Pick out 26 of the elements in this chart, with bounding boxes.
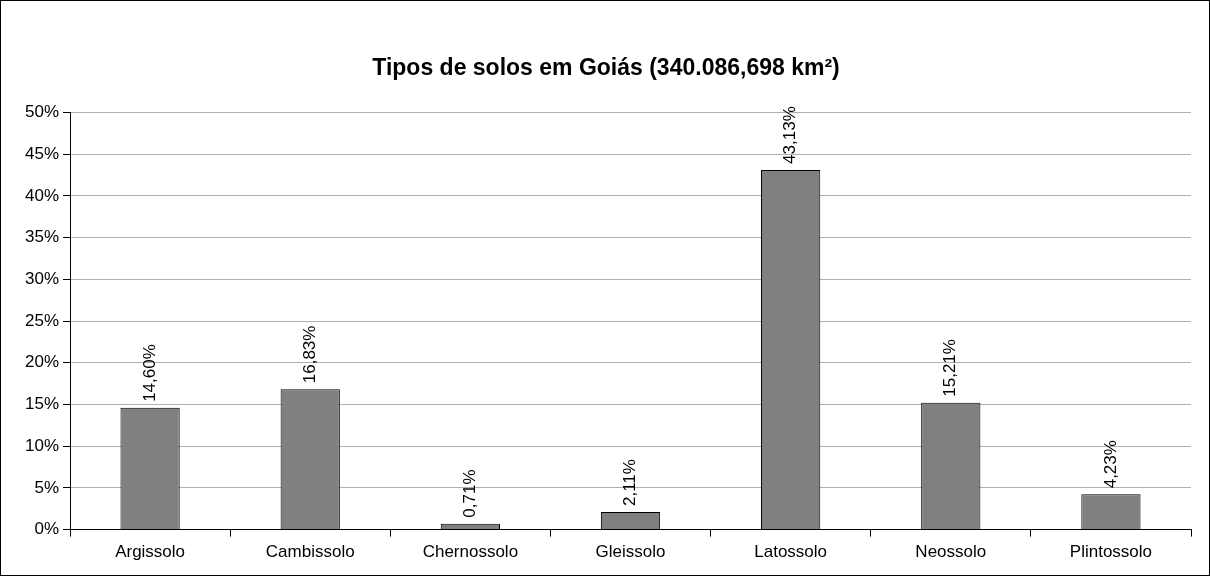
data-label: 2,11%: [620, 459, 640, 506]
data-label: 4,23%: [1100, 440, 1120, 489]
x-tick-label: Cambissolo: [265, 542, 355, 562]
x-tick-label: Latossolo: [754, 542, 828, 562]
y-tick-label: 35%: [24, 227, 60, 247]
data-label: 43,13%: [780, 106, 800, 164]
x-tick-label: Argissolo: [115, 542, 186, 562]
data-label: 15,21%: [940, 339, 960, 397]
y-tick-label: 0%: [34, 519, 60, 539]
data-label: 0,71%: [460, 469, 480, 518]
data-label: 14,60%: [139, 344, 159, 402]
y-tick-label: 50%: [24, 102, 60, 122]
data-label: 16,83%: [299, 325, 319, 384]
y-tick-label: 20%: [24, 352, 60, 372]
y-tick-label: 15%: [24, 394, 60, 414]
x-tick-label: Gleissolo: [595, 542, 666, 562]
y-tick-label: 30%: [24, 269, 60, 289]
x-tick-label: Plintossolo: [1069, 542, 1153, 562]
y-tick-label: 25%: [24, 310, 60, 330]
y-tick-label: 5%: [34, 477, 60, 497]
x-tick-label: Neossolo: [915, 542, 987, 562]
chart-title: Tipos de solos em Goiás (340.086,698 km²): [372, 54, 840, 81]
y-tick-label: 10%: [24, 435, 60, 455]
x-tick-label: Chernossolo: [422, 542, 519, 562]
y-tick-label: 45%: [24, 143, 60, 163]
y-tick-label: 40%: [24, 185, 60, 205]
